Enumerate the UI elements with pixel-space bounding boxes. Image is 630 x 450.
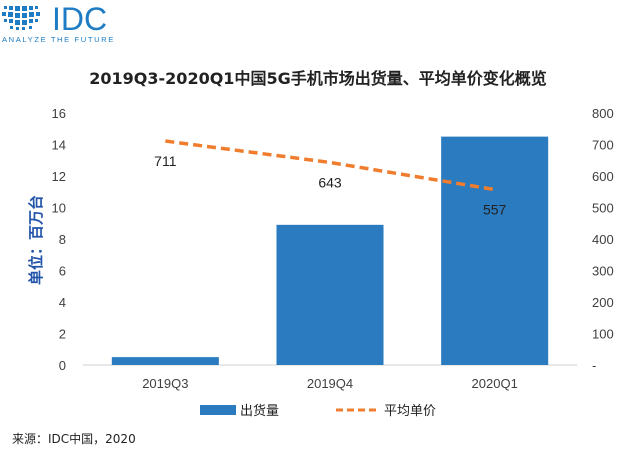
y2-tick-label: 700 — [592, 138, 614, 153]
x-axis-ticks: 2019Q3 2019Q4 2020Q1 — [142, 376, 518, 391]
idc-logo: IDC ANALYZE THE FUTURE — [2, 1, 115, 44]
legend-line-label: 平均单价 — [384, 404, 436, 419]
logo-tagline: ANALYZE THE FUTURE — [2, 35, 115, 44]
y-axis-ticks: 0 2 4 6 8 10 12 14 16 — [52, 106, 66, 373]
chart-title: 2019Q3-2020Q1中国5G手机市场出货量、平均单价变化概览 — [89, 69, 546, 88]
y-tick-label: 6 — [59, 264, 66, 279]
y2-tick-label: 500 — [592, 201, 614, 216]
y2-tick-label: - — [592, 358, 596, 373]
y2-axis-ticks: - 100 200 300 400 500 600 700 800 — [592, 106, 614, 373]
bar — [441, 136, 549, 365]
y-tick-label: 12 — [52, 169, 66, 184]
y-tick-label: 14 — [52, 138, 66, 153]
price-data-label: 711 — [154, 153, 177, 169]
bar — [276, 224, 384, 365]
y2-tick-label: 400 — [592, 232, 614, 247]
y2-tick-label: 100 — [592, 327, 614, 342]
y2-tick-label: 200 — [592, 295, 614, 310]
x-tick-label: 2019Q4 — [307, 376, 353, 391]
line-data-labels: 711 643 557 — [154, 153, 506, 218]
legend-bar-swatch — [200, 405, 236, 415]
logo-brand: IDC — [52, 1, 107, 37]
y-tick-label: 10 — [52, 201, 66, 216]
bar — [111, 357, 219, 365]
legend: 出货量 平均单价 — [200, 403, 436, 419]
y-tick-label: 8 — [59, 232, 66, 247]
legend-bar-label: 出货量 — [240, 403, 279, 419]
y-tick-label: 4 — [59, 295, 66, 310]
x-tick-label: 2020Q1 — [472, 376, 518, 391]
y-tick-label: 16 — [52, 106, 66, 121]
logo-globe-icon — [2, 6, 40, 30]
x-tick-label: 2019Q3 — [142, 376, 188, 391]
bar-series — [111, 136, 549, 365]
y-tick-label: 0 — [59, 358, 66, 373]
y2-tick-label: 600 — [592, 169, 614, 184]
y-tick-label: 2 — [59, 327, 66, 342]
y-axis-label: 单位：百万台 — [27, 195, 45, 285]
y2-tick-label: 800 — [592, 106, 614, 121]
price-data-label: 643 — [318, 174, 342, 190]
y2-tick-label: 300 — [592, 264, 614, 279]
price-data-label: 557 — [483, 202, 507, 218]
source-note: 来源：IDC中国，2020 — [12, 431, 136, 446]
